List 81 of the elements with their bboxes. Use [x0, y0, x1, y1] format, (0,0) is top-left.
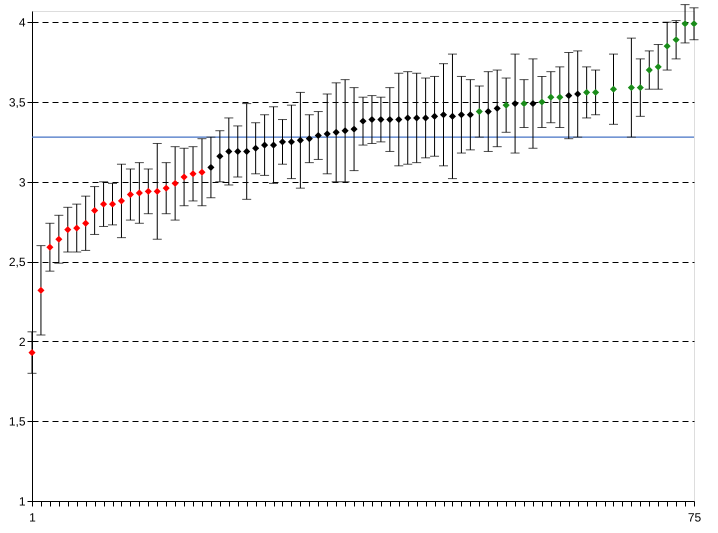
point [270, 142, 278, 149]
point [646, 66, 653, 74]
point [476, 108, 483, 116]
point [636, 84, 644, 92]
point [108, 200, 116, 208]
point [431, 112, 438, 120]
y-tick-label: 1,5 [8, 414, 26, 429]
point [520, 100, 528, 108]
point [529, 100, 537, 108]
point [73, 224, 80, 232]
y-tick-label: 4 [18, 16, 26, 30]
point [180, 173, 188, 181]
point [46, 244, 54, 251]
point [136, 189, 143, 196]
point [395, 116, 402, 124]
y-tick-label: 1 [18, 494, 26, 508]
point [368, 116, 376, 124]
point [654, 63, 662, 70]
point [359, 118, 367, 125]
point [538, 98, 546, 106]
point [404, 114, 412, 122]
point [448, 112, 456, 120]
point [37, 286, 44, 294]
point [565, 92, 572, 100]
point [234, 148, 242, 155]
point [592, 88, 600, 96]
point [100, 200, 108, 208]
point [198, 168, 206, 176]
point [672, 36, 680, 44]
point [314, 132, 322, 140]
point [118, 197, 125, 204]
point [610, 86, 618, 93]
point [556, 94, 564, 101]
y-tick-label: 3,5 [8, 95, 26, 110]
point [207, 164, 214, 171]
point [342, 127, 349, 134]
y-tick-label: 3 [18, 175, 26, 190]
point [494, 104, 501, 112]
y-tick-label: 2 [18, 334, 26, 349]
point [261, 142, 268, 149]
point [278, 138, 286, 146]
point [583, 88, 590, 96]
point [64, 226, 72, 234]
point [91, 206, 98, 214]
point [628, 84, 635, 92]
x-tick-label: 75 [688, 510, 702, 524]
point [225, 148, 232, 155]
point [82, 220, 90, 227]
point [324, 130, 331, 138]
point [216, 152, 224, 160]
point [350, 126, 358, 133]
point [440, 111, 448, 118]
point [306, 135, 313, 142]
point [252, 144, 260, 152]
point [547, 94, 554, 101]
point [574, 90, 582, 98]
point [502, 102, 510, 109]
point [458, 111, 465, 118]
point [55, 236, 62, 243]
point [288, 138, 295, 146]
point [126, 191, 134, 198]
point [422, 114, 430, 122]
point [296, 136, 304, 144]
point [664, 42, 671, 50]
point [413, 114, 420, 122]
point [512, 100, 519, 108]
point [386, 116, 394, 124]
point [682, 20, 689, 28]
point [172, 180, 179, 187]
point [189, 170, 197, 178]
point [28, 349, 36, 356]
point [332, 128, 340, 136]
point [466, 111, 474, 118]
point [377, 116, 384, 124]
y-tick-label: 2,5 [8, 255, 26, 270]
point [243, 148, 250, 155]
point [162, 184, 170, 192]
point [690, 20, 698, 28]
point [154, 188, 161, 195]
point [484, 108, 492, 116]
point [144, 188, 152, 195]
